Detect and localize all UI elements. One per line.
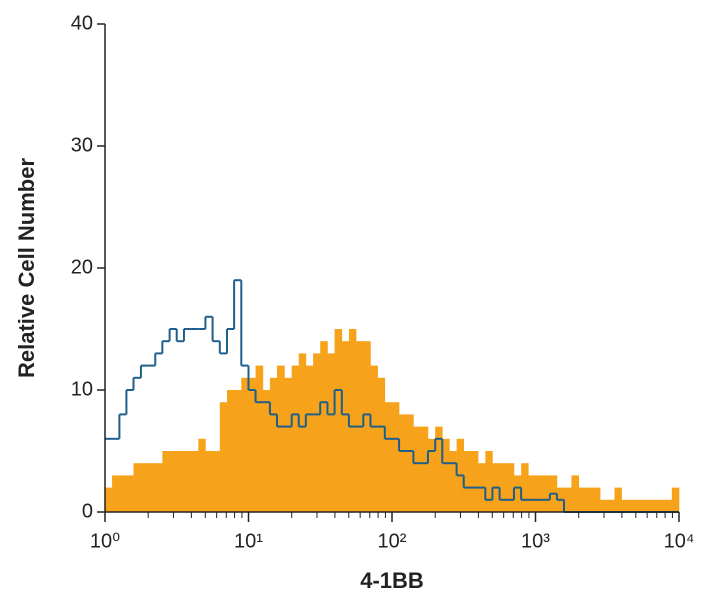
y-tick-label: 10 bbox=[71, 378, 93, 400]
histogram-bar bbox=[621, 499, 630, 512]
histogram-bar bbox=[234, 390, 242, 512]
histogram-bar bbox=[148, 463, 156, 512]
histogram-bar bbox=[320, 341, 328, 512]
histogram-bar bbox=[334, 329, 343, 512]
histogram-bar bbox=[384, 402, 393, 512]
histogram-bar bbox=[499, 463, 508, 512]
y-axis-label: Relative Cell Number bbox=[14, 158, 39, 379]
histogram-bar bbox=[219, 402, 228, 512]
histogram-bar bbox=[126, 475, 134, 512]
histogram-bar bbox=[449, 451, 457, 512]
histogram-bar bbox=[341, 341, 350, 512]
histogram-bar bbox=[241, 377, 249, 512]
histogram-bar bbox=[370, 365, 378, 512]
histogram-bar bbox=[169, 451, 178, 512]
x-tick-label: 10⁴ bbox=[664, 530, 695, 552]
histogram-bar bbox=[564, 487, 572, 512]
histogram-bar bbox=[435, 426, 443, 512]
histogram-bar bbox=[399, 414, 407, 512]
histogram-bar bbox=[176, 451, 185, 512]
x-tick-label: 10³ bbox=[521, 530, 550, 552]
y-tick-label: 30 bbox=[71, 134, 93, 156]
histogram-bar bbox=[406, 414, 414, 512]
histogram-bar bbox=[248, 377, 256, 512]
histogram-bar bbox=[212, 451, 221, 512]
histogram-bar bbox=[155, 463, 163, 512]
histogram-bar bbox=[521, 463, 529, 512]
histogram-bar bbox=[578, 487, 587, 512]
x-tick-label: 10⁰ bbox=[90, 530, 120, 552]
histogram-bar bbox=[413, 426, 421, 512]
histogram-bar bbox=[226, 390, 235, 512]
histogram-bar bbox=[327, 353, 335, 512]
histogram-bar bbox=[427, 438, 436, 512]
histogram-bar bbox=[255, 365, 264, 512]
histogram-bar bbox=[162, 451, 170, 512]
histogram-bar bbox=[592, 487, 601, 512]
x-axis-label: 4-1BB bbox=[360, 568, 424, 593]
histogram-bar bbox=[298, 353, 307, 512]
histogram-bar bbox=[183, 451, 192, 512]
histogram-bar bbox=[377, 377, 386, 512]
histogram-bar bbox=[643, 499, 651, 512]
histogram-bar bbox=[600, 499, 608, 512]
histogram-bar bbox=[363, 341, 371, 512]
histogram-bar bbox=[535, 475, 543, 512]
histogram-bar bbox=[262, 390, 271, 512]
histogram-bar bbox=[284, 377, 292, 512]
histogram-bar bbox=[119, 475, 127, 512]
histogram-bar bbox=[528, 475, 536, 512]
histogram-bar bbox=[305, 365, 314, 512]
histogram-bar bbox=[571, 475, 579, 512]
histogram-bar bbox=[133, 463, 142, 512]
histogram-bar bbox=[607, 499, 615, 512]
histogram-bar bbox=[191, 451, 199, 512]
histogram-bar bbox=[112, 475, 120, 512]
x-tick-label: 10² bbox=[378, 530, 407, 552]
histogram-bar bbox=[671, 487, 680, 512]
histogram-bar bbox=[348, 329, 357, 512]
histogram-bar bbox=[664, 499, 673, 512]
histogram-bar bbox=[277, 365, 285, 512]
histogram-bar bbox=[392, 402, 400, 512]
histogram-bar bbox=[442, 438, 450, 512]
y-tick-label: 0 bbox=[82, 500, 93, 522]
histogram-bar bbox=[198, 438, 206, 512]
histogram-bar bbox=[105, 487, 113, 512]
histogram-bar bbox=[657, 499, 665, 512]
histogram-bar bbox=[506, 463, 515, 512]
histogram-bar bbox=[420, 426, 429, 512]
histogram-bar bbox=[470, 451, 479, 512]
histogram-bar bbox=[635, 499, 644, 512]
histogram-bar bbox=[650, 499, 658, 512]
histogram-bar bbox=[485, 451, 493, 512]
histogram-bar bbox=[513, 475, 522, 512]
histogram-bar bbox=[140, 463, 149, 512]
histogram-bar bbox=[585, 487, 594, 512]
y-tick-label: 40 bbox=[71, 12, 93, 34]
histogram-bar bbox=[542, 475, 551, 512]
histogram-bar bbox=[291, 365, 300, 512]
histogram-bar bbox=[463, 451, 472, 512]
y-tick-label: 20 bbox=[71, 256, 93, 278]
histogram-bar bbox=[205, 451, 213, 512]
histogram-bar bbox=[313, 353, 321, 512]
x-tick-label: 10¹ bbox=[234, 530, 263, 552]
histogram-bar bbox=[269, 377, 278, 512]
histogram-bar bbox=[628, 499, 637, 512]
histogram-bar bbox=[614, 487, 622, 512]
